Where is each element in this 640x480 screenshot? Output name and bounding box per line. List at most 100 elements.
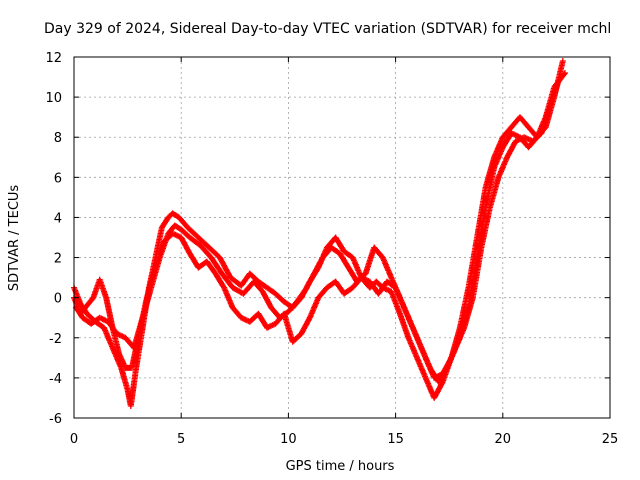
y-tick-label: 8: [54, 131, 62, 146]
y-tick-label: -4: [49, 372, 62, 387]
data-point: [311, 255, 325, 277]
data-point: [332, 278, 347, 296]
data-point: [529, 131, 544, 145]
y-tick-label: 12: [45, 51, 62, 66]
data-point: [538, 105, 553, 137]
data-point: [414, 354, 428, 380]
data-point: [379, 254, 394, 280]
chart-title: Day 329 of 2024, Sidereal Day-to-day VTE…: [44, 21, 611, 37]
data-point: [109, 324, 122, 356]
data-point: [229, 304, 244, 320]
data-point: [444, 346, 458, 371]
data-point: [176, 214, 190, 230]
data-point: [461, 296, 476, 331]
data-point: [152, 226, 165, 261]
data-point: [486, 175, 502, 211]
data-point: [272, 290, 286, 304]
data-point: [118, 364, 131, 392]
data-point: [298, 316, 313, 337]
data-point: [555, 78, 562, 85]
data-point: [128, 336, 141, 371]
data-point: [143, 266, 158, 301]
data-point: [152, 240, 167, 271]
data-point: [366, 278, 381, 296]
data-point: [499, 131, 514, 151]
y-tick-label: -2: [49, 332, 62, 347]
x-tick-label: 15: [387, 432, 404, 447]
data-point: [547, 79, 562, 111]
data-point: [341, 248, 355, 260]
data-point: [409, 324, 424, 350]
data-point: [474, 185, 489, 241]
data-point: [491, 145, 506, 171]
x-tick-label: 10: [280, 432, 297, 447]
data-point: [371, 244, 385, 260]
data-point: [218, 270, 235, 290]
data-point: [349, 254, 364, 280]
data-point: [315, 285, 329, 301]
data-point: [101, 324, 115, 350]
data-point: [375, 279, 390, 297]
data-point: [478, 206, 493, 251]
data-point: [559, 58, 566, 65]
y-tick-label: 2: [54, 252, 62, 267]
y-tick-label: 6: [54, 171, 62, 186]
x-tick-label: 0: [70, 432, 78, 447]
data-point: [203, 258, 218, 276]
data-point: [426, 364, 441, 384]
axis-ticks: 0 5 10 15 20 25 -6 -4 -2 0 2 4 6 8 10 12: [45, 51, 618, 447]
data-point: [96, 276, 109, 300]
data-point: [186, 234, 203, 248]
data-point: [208, 254, 225, 276]
data-point: [238, 271, 252, 289]
data-points: [71, 58, 568, 409]
data-point: [246, 270, 261, 284]
data-point: [178, 234, 193, 256]
data-point: [431, 380, 446, 401]
x-tick-label: 5: [177, 432, 185, 447]
data-point: [171, 222, 183, 232]
data-point: [499, 125, 514, 141]
y-tick-label: -6: [49, 412, 62, 427]
data-point: [302, 271, 317, 293]
data-point: [469, 246, 485, 301]
data-point: [259, 288, 274, 310]
data-point: [251, 278, 265, 294]
data-point: [504, 139, 518, 161]
data-point: [195, 234, 211, 250]
data-point: [401, 304, 416, 330]
data-point: [221, 284, 235, 310]
data-point: [491, 135, 506, 161]
data-point: [127, 366, 139, 409]
data-point: [345, 264, 360, 284]
data-point: [169, 210, 181, 220]
data-point: [255, 310, 270, 330]
data-point: [133, 326, 146, 371]
data-point: [435, 366, 450, 385]
data-point: [197, 242, 214, 260]
y-tick-label: 0: [54, 292, 62, 307]
data-point: [384, 278, 398, 290]
data-point: [561, 70, 568, 77]
data-point: [216, 254, 233, 280]
data-point: [495, 155, 510, 181]
x-tick-label: 25: [602, 432, 619, 447]
data-point: [186, 250, 201, 270]
data-point: [116, 350, 128, 370]
data-point: [405, 334, 420, 360]
series-track-3: [71, 78, 562, 385]
data-point: [388, 288, 403, 316]
data-point: [285, 299, 299, 315]
data-point: [109, 344, 124, 370]
data-point: [328, 244, 342, 256]
data-point: [396, 310, 411, 340]
data-point: [336, 250, 351, 270]
data-point: [482, 165, 497, 211]
data-point: [255, 278, 269, 290]
data-point: [392, 284, 407, 310]
data-point: [178, 226, 192, 240]
data-point: [517, 114, 531, 130]
data-point: [103, 294, 116, 330]
